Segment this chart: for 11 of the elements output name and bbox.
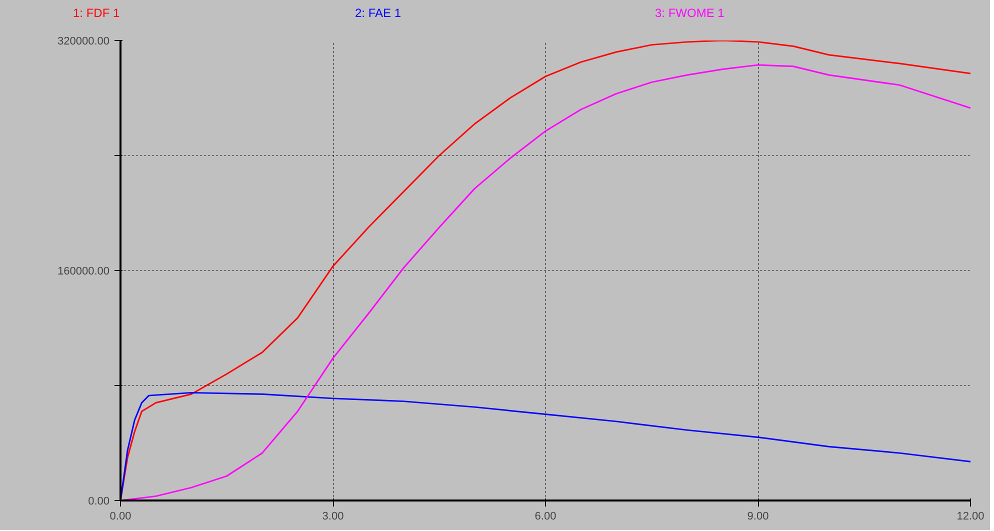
x-tick-label: 12.00	[956, 510, 984, 522]
y-tick-label: 0.00	[88, 496, 110, 508]
x-tick-label: 6.00	[534, 510, 556, 522]
y-tick-label: 320000.00	[58, 36, 110, 48]
text: 2: FAE 1	[355, 5, 402, 22]
x-tick-label: 0.00	[110, 510, 132, 522]
x-tick-label: 3.00	[322, 510, 344, 522]
x-tick-label: 9.00	[747, 510, 769, 522]
text: 3: FWOME 1	[655, 5, 724, 22]
y-tick-label: 160000.00	[58, 266, 110, 278]
text: 1: FDF 1	[73, 5, 120, 22]
